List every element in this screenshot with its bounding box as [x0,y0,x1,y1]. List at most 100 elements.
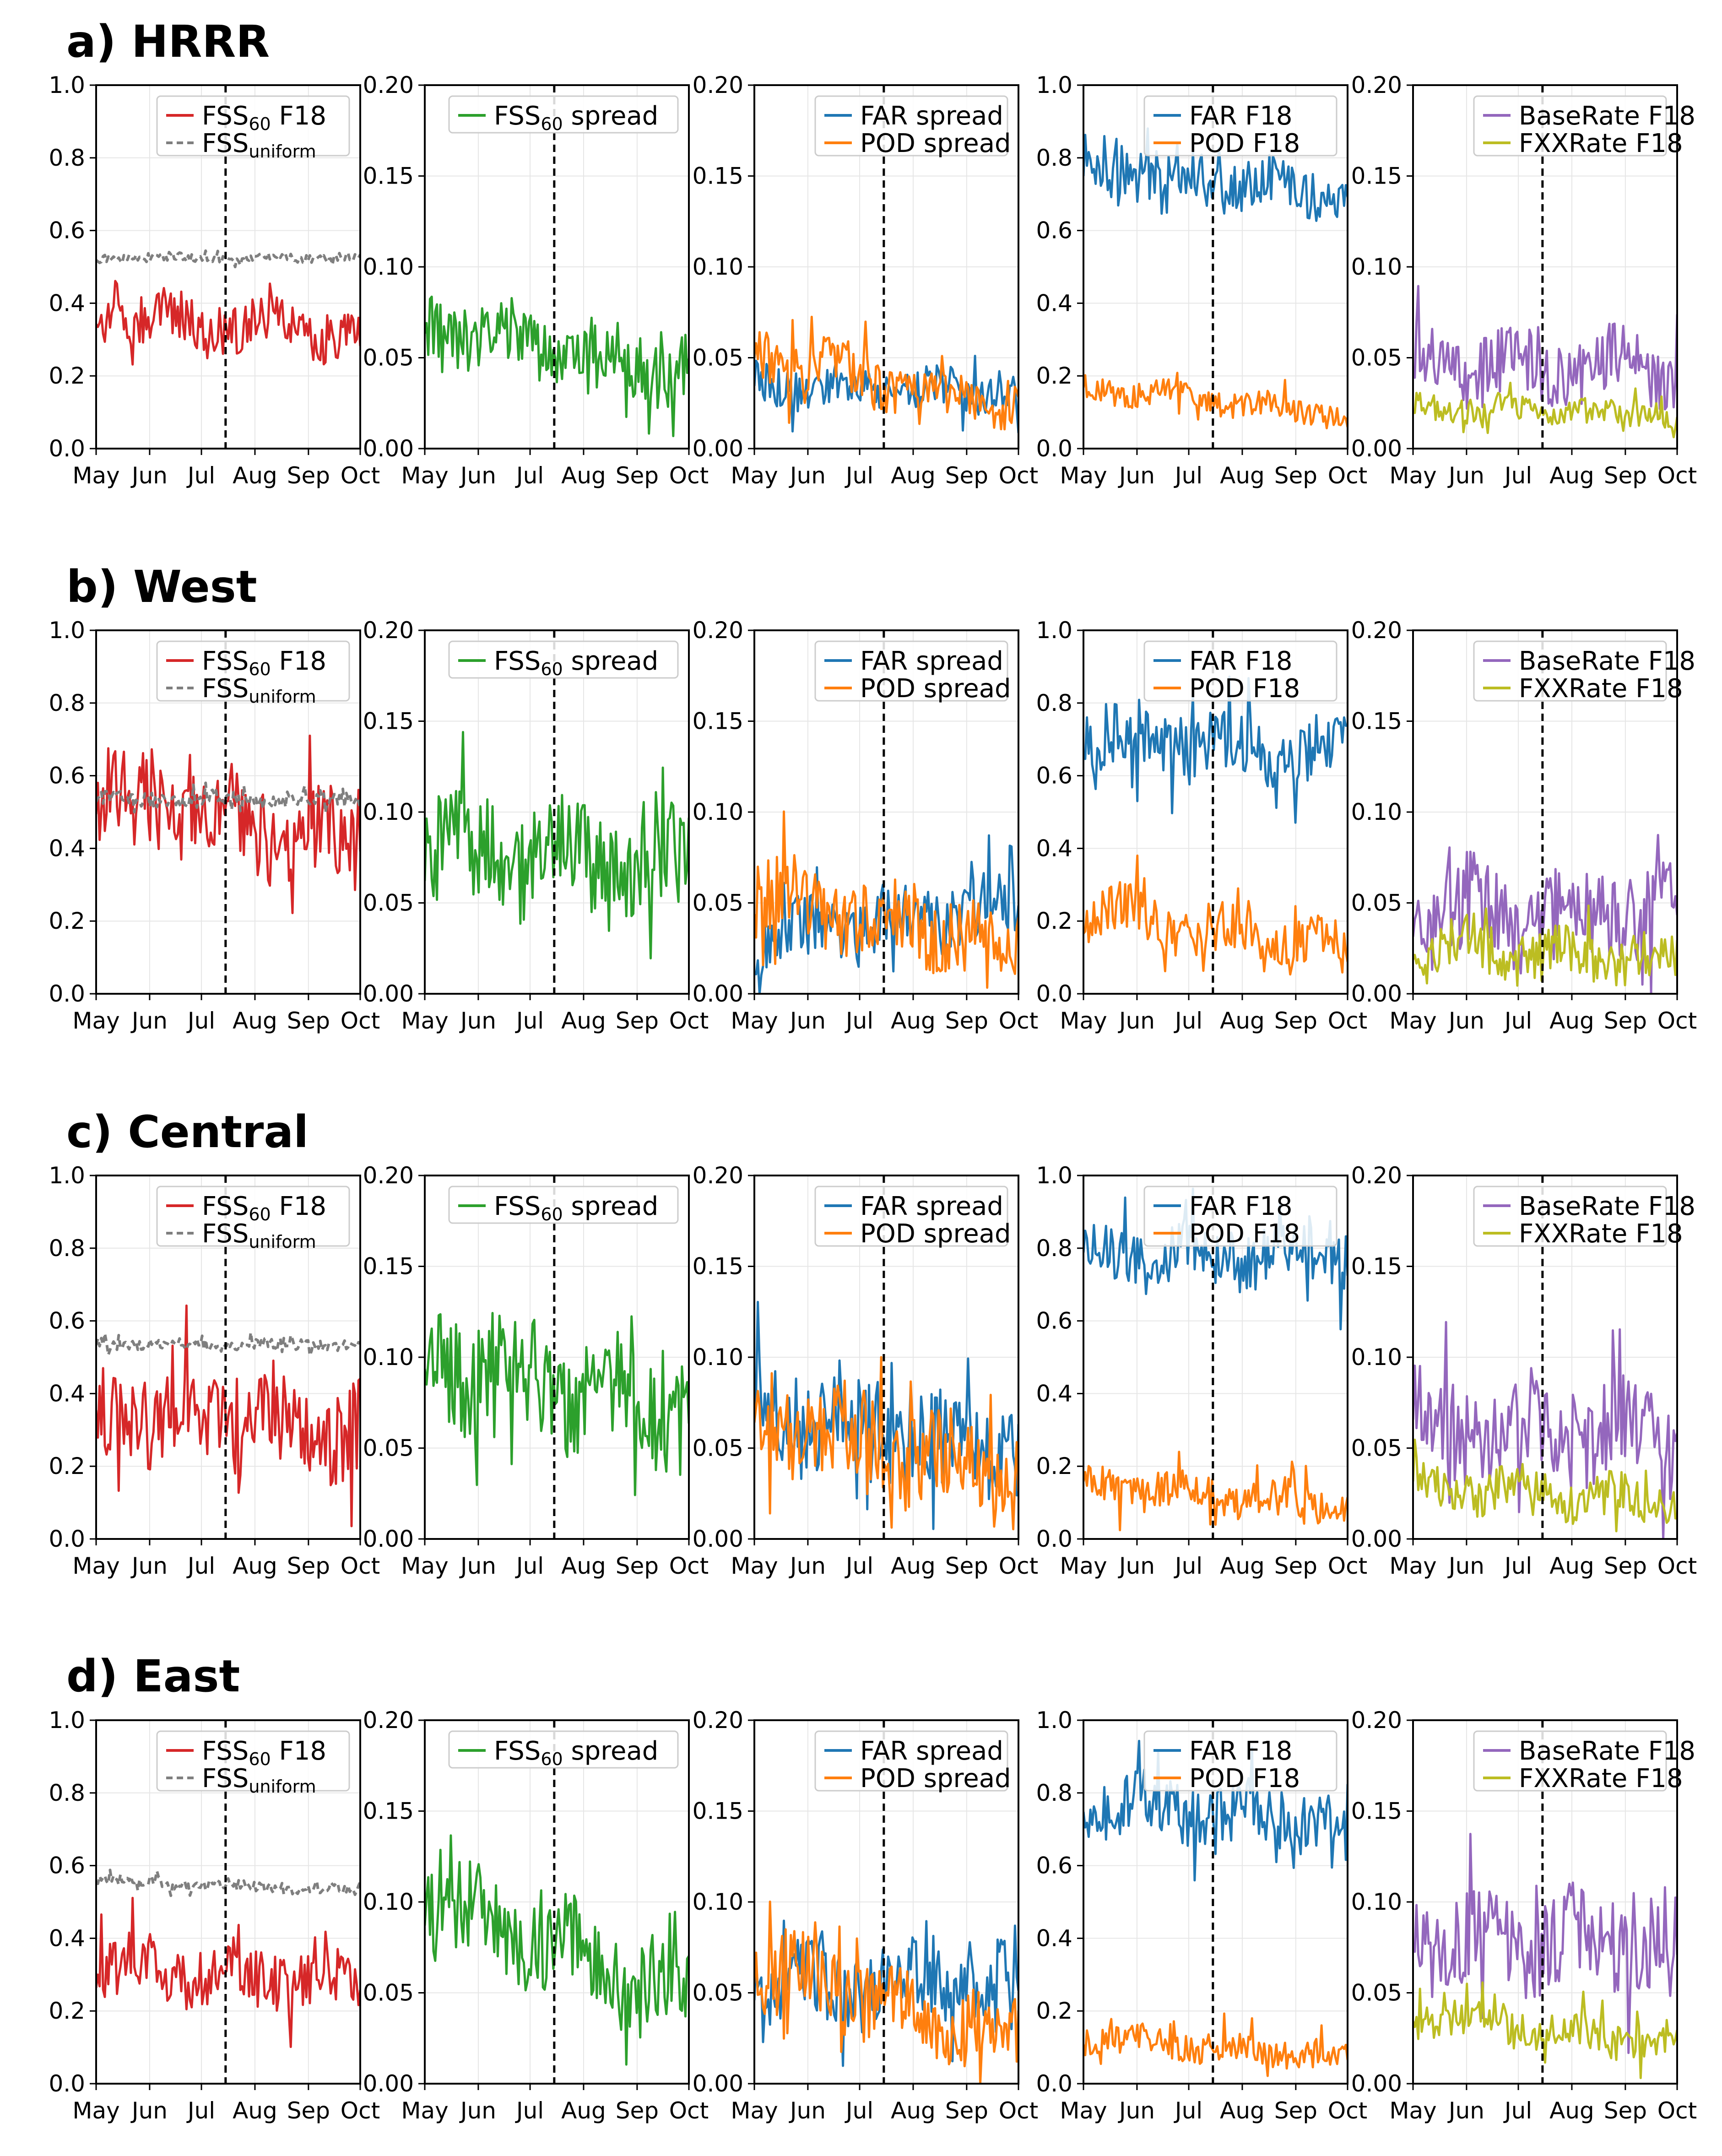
x-tick-label: Aug [1549,1008,1594,1034]
y-tick-label: 0.0 [1036,1526,1072,1552]
legend: FSS60 spread [448,1730,679,1769]
x-tick-label: Aug [891,462,936,489]
y-tick-label: 0.4 [49,290,85,316]
y-tick-label: 0.00 [1351,435,1402,462]
x-tick-label: Oct [341,462,380,489]
legend-label: FAR spread [860,1192,1003,1221]
x-tick-label: May [72,462,119,489]
y-tick-label: 0.00 [693,980,743,1007]
series-line-far [1083,1739,1348,1882]
legend-label: FXXRate F18 [1519,129,1683,158]
x-tick-label: Oct [1657,1553,1697,1579]
series-line-far-spread [754,355,1018,433]
panel-3-5: May Jun Jul Aug Sep Oct 0.00 0.05 0.10 0.15 0.20 Ba… [1351,1162,1697,1579]
x-tick-label: Oct [341,1008,380,1034]
panel-1-1: May Jun Jul Aug Sep Oct 0.0 0.2 0.4 0.6 0.8 1.0 FSS6… [49,72,380,489]
legend-label: FSS60 spread [494,646,658,679]
y-tick-label: 0.4 [1036,1380,1072,1407]
panel-3-1: May Jun Jul Aug Sep Oct 0.0 0.2 0.4 0.6 0.8 1.0 FSS6… [49,1162,380,1579]
y-tick-label: 0.2 [49,908,85,934]
row-title: a) HRRR [66,16,270,67]
y-tick-label: 0.2 [49,1453,85,1479]
x-tick-label: Jul [515,462,544,489]
y-tick-label: 0.10 [363,799,414,825]
panel-4-2: May Jun Jul Aug Sep Oct 0.00 0.05 0.10 0.15 0.20 FS… [363,1707,709,2124]
y-tick-label: 0.15 [363,163,414,190]
legend-box [1473,1186,1667,1247]
y-tick-label: 0.10 [1351,1344,1402,1371]
y-tick-label: 0.15 [693,1253,743,1280]
x-tick-label: Jul [1503,2097,1532,2124]
legend-label: FSS60 F18 [202,646,326,679]
x-tick-label: Jun [130,2097,168,2124]
x-tick-label: Jun [130,462,168,489]
y-tick-label: 0.10 [363,254,414,280]
x-tick-label: May [401,2097,448,2124]
series-line-pod [1083,2012,1348,2077]
x-tick-label: Oct [1328,462,1367,489]
y-tick-label: 0.6 [49,1853,85,1879]
y-tick-label: 0.6 [1036,763,1072,789]
y-tick-label: 0.0 [49,435,85,462]
x-tick-label: Jun [1447,1008,1484,1034]
axes-frame [1083,629,1348,995]
legend-box [156,95,350,157]
x-tick-label: Sep [616,1553,659,1579]
x-tick-label: Sep [1274,2097,1317,2124]
y-tick-label: 0.8 [49,145,85,171]
y-tick-label: 0.20 [693,617,743,644]
x-tick-label: Sep [945,1008,988,1034]
x-tick-label: Aug [1220,462,1265,489]
y-tick-label: 0.0 [49,980,85,1007]
y-tick-label: 0.15 [1351,708,1402,735]
legend-box [156,1186,350,1247]
series-line-fxxrate [1413,381,1677,439]
panel-3-2: May Jun Jul Aug Sep Oct 0.00 0.05 0.10 0.15 0.20 FS… [363,1162,709,1579]
y-tick-label: 0.10 [693,799,743,825]
legend-label: POD spread [860,129,1011,158]
legend-label: FXXRate F18 [1519,674,1683,704]
series-line-far [1083,675,1348,824]
series-line-fss-spread [425,1834,689,2066]
x-tick-label: Oct [669,2097,709,2124]
series-line-pod-spread [754,1356,1018,1531]
x-tick-label: Jun [1447,1553,1484,1579]
legend-label: FXXRate F18 [1519,1764,1683,1793]
x-tick-label: Jun [1447,2097,1484,2124]
x-tick-label: Jun [130,1553,168,1579]
panel-2-1: May Jun Jul Aug Sep Oct 0.0 0.2 0.4 0.6 0.8 1.0 FSS6… [49,617,380,1034]
legend-label: FSSuniform [202,129,316,162]
legend-label: FAR spread [860,1736,1003,1766]
x-tick-label: May [72,1008,119,1034]
x-tick-label: Aug [891,1008,936,1034]
y-tick-label: 0.10 [1351,1889,1402,1915]
y-tick-label: 0.8 [1036,1235,1072,1262]
legend-box [156,1730,350,1792]
series-line-baserate [1413,285,1677,411]
legend-label: FAR F18 [1189,1192,1293,1221]
x-tick-label: Oct [341,1553,380,1579]
series-line-fxxrate [1413,905,1677,987]
x-tick-label: Sep [945,462,988,489]
y-tick-label: 0.05 [363,890,414,916]
y-tick-label: 0.15 [363,1798,414,1825]
y-tick-label: 0.00 [363,435,414,462]
series-line-fss [96,1304,360,1528]
legend-box [1143,640,1338,702]
x-tick-label: Jun [130,1008,168,1034]
y-tick-label: 1.0 [1036,1707,1072,1733]
y-tick-label: 0.20 [1351,1707,1402,1733]
x-tick-label: Sep [1604,2097,1647,2124]
y-tick-label: 0.2 [49,363,85,389]
legend-label: FSSuniform [202,674,316,707]
panel-1-4: May Jun Jul Aug Sep Oct 0.0 0.2 0.4 0.6 0.8 1.0 FAR … [1036,72,1367,489]
axes-frame [95,629,361,995]
series-line-fss [96,734,360,915]
x-tick-label: Sep [1604,1553,1647,1579]
y-tick-label: 0.00 [1351,2070,1402,2097]
x-tick-label: Jul [845,2097,873,2124]
series-line-pod-spread [754,1900,1018,2084]
x-tick-label: Sep [1274,462,1317,489]
legend-label: POD F18 [1189,1764,1300,1793]
